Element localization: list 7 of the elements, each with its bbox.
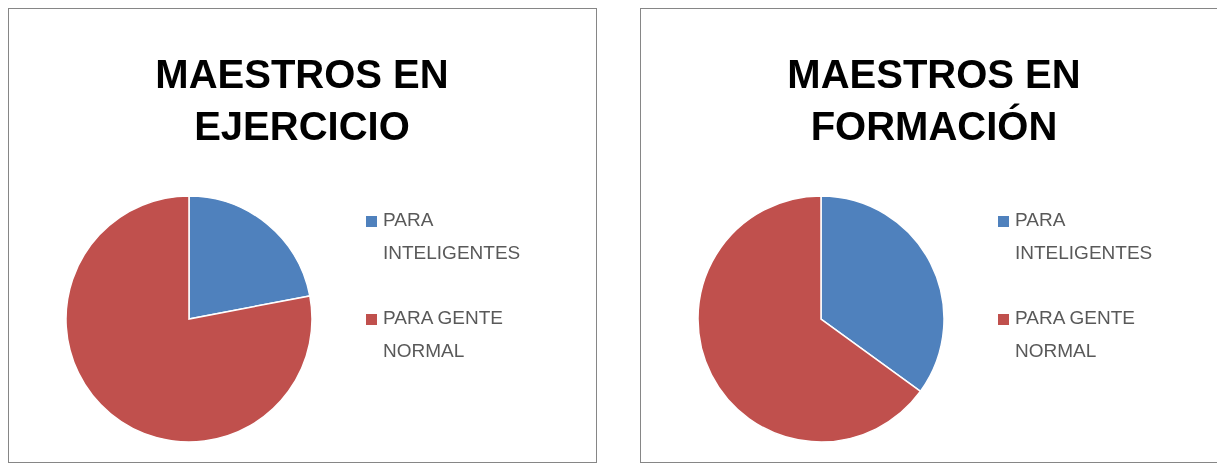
legend-label: PARA GENTE NORMAL bbox=[1015, 307, 1136, 361]
chart-title: MAESTROS EN EJERCICIO bbox=[155, 52, 449, 148]
chart-title: MAESTROS EN FORMACIÓN bbox=[787, 52, 1081, 148]
legend-label: PARA INTELIGENTES bbox=[383, 209, 521, 263]
legend-label: PARA GENTE NORMAL bbox=[383, 307, 504, 361]
legend-label: PARA INTELIGENTES bbox=[1015, 209, 1153, 263]
pie-slice bbox=[65, 195, 313, 443]
